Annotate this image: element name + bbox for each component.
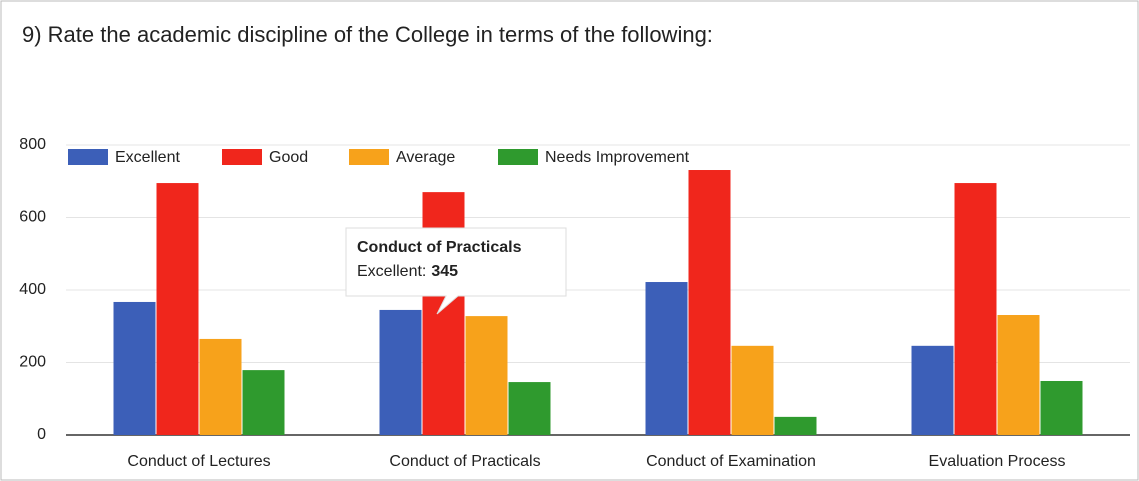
y-tick-label: 0 [37, 426, 46, 443]
bar [508, 382, 551, 435]
legend-swatch [498, 149, 538, 165]
x-tick-label: Conduct of Lectures [127, 453, 270, 470]
tooltip-label: Excellent: [357, 263, 426, 280]
bar [465, 316, 508, 435]
tooltip-box [345, 227, 567, 315]
bar [156, 183, 199, 435]
tooltip-text: Excellent: 345 [357, 263, 458, 280]
chart-title: 9) Rate the academic discipline of the C… [22, 22, 713, 47]
bar [113, 301, 156, 435]
y-tick-label: 400 [19, 281, 46, 298]
bar [774, 416, 817, 435]
bar [688, 170, 731, 435]
bar [199, 338, 242, 435]
legend-label: Excellent [115, 149, 180, 166]
y-tick-label: 800 [19, 136, 46, 153]
tooltip-title: Conduct of Practicals [357, 239, 522, 256]
bar [379, 309, 422, 435]
y-tick-label: 600 [19, 209, 46, 226]
x-tick-label: Conduct of Examination [646, 453, 816, 470]
legend-swatch [68, 149, 108, 165]
bar [911, 345, 954, 435]
legend-label: Average [396, 149, 455, 166]
bar [997, 315, 1040, 435]
bar [645, 282, 688, 435]
legend-swatch [222, 149, 262, 165]
legend-swatch [349, 149, 389, 165]
y-tick-label: 200 [19, 354, 46, 371]
x-tick-label: Evaluation Process [929, 453, 1066, 470]
tooltip-value: 345 [431, 263, 458, 280]
bar [1040, 380, 1083, 435]
bar [242, 370, 285, 435]
x-tick-label: Conduct of Practicals [389, 453, 540, 470]
legend-label: Good [269, 149, 308, 166]
bar [954, 183, 997, 435]
legend-label: Needs Improvement [545, 149, 690, 166]
bar [731, 345, 774, 435]
tooltip: Conduct of Practicals Excellent: 345 [345, 227, 567, 315]
